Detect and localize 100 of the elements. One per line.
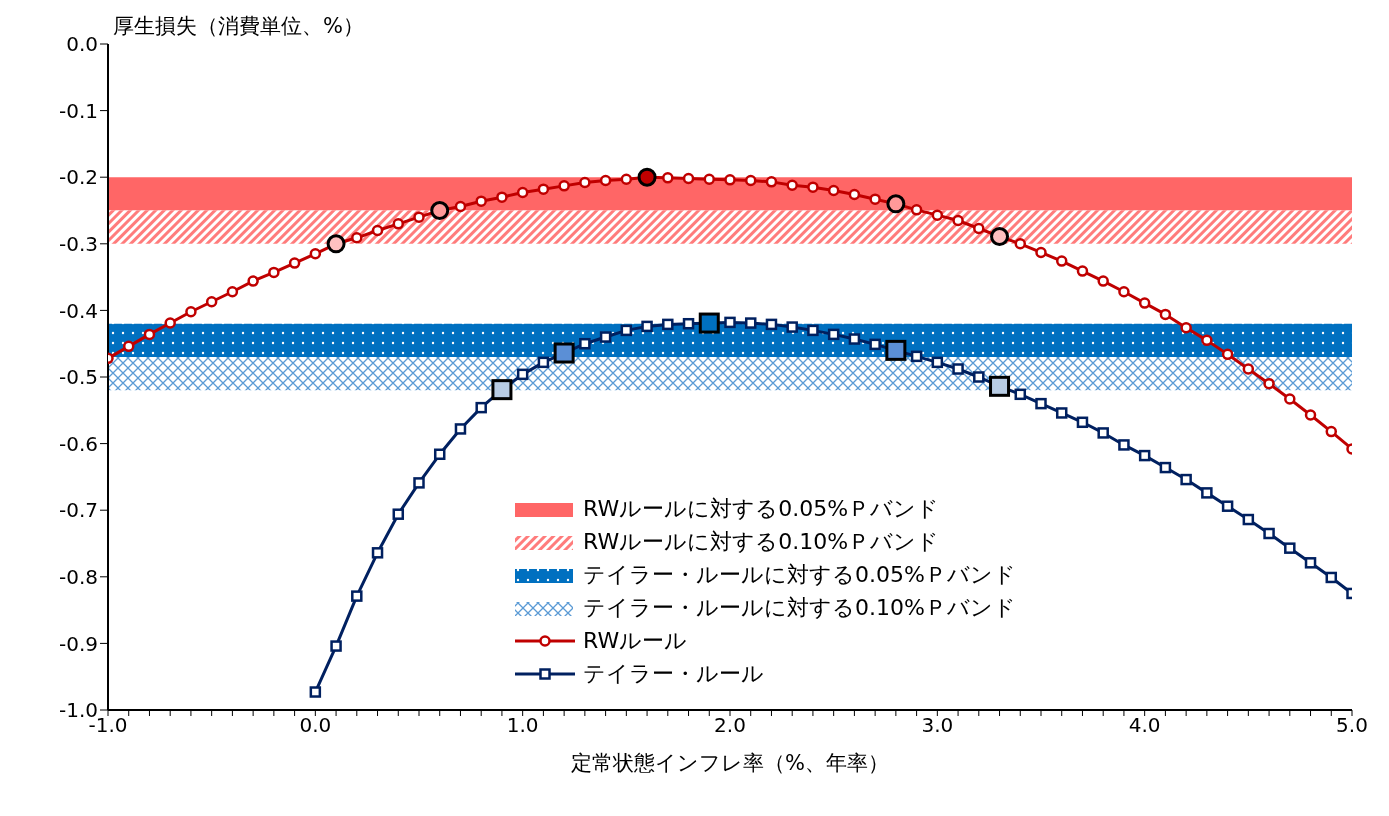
point bbox=[827, 184, 840, 197]
point bbox=[973, 371, 985, 383]
point bbox=[703, 173, 716, 185]
point bbox=[122, 340, 135, 353]
point bbox=[869, 193, 881, 205]
point bbox=[430, 201, 450, 220]
legend-label: テイラー・ルールに対する0.10%Ｐバンド bbox=[583, 593, 1016, 622]
point bbox=[1138, 297, 1151, 309]
point bbox=[1055, 407, 1068, 419]
point bbox=[1304, 557, 1317, 569]
point bbox=[1325, 571, 1338, 584]
point bbox=[558, 180, 570, 192]
x-tick-label: 4.0 bbox=[1128, 713, 1161, 738]
point bbox=[1118, 439, 1130, 451]
point bbox=[330, 640, 342, 652]
point bbox=[1035, 246, 1047, 259]
point bbox=[143, 328, 156, 341]
point bbox=[1014, 238, 1027, 250]
point bbox=[537, 356, 550, 369]
point bbox=[1180, 473, 1192, 486]
point bbox=[682, 317, 695, 330]
x-axis-title: 定常状態インフレ率（%、年率） bbox=[571, 751, 889, 775]
y-tick-label: -0.2 bbox=[58, 165, 98, 190]
point bbox=[268, 266, 280, 279]
point bbox=[516, 186, 529, 199]
legend-label: RWルール bbox=[583, 626, 688, 655]
point bbox=[1242, 363, 1255, 375]
point bbox=[786, 179, 798, 191]
point bbox=[392, 218, 405, 230]
point bbox=[662, 318, 674, 331]
point bbox=[1325, 425, 1338, 438]
point bbox=[433, 448, 446, 461]
point bbox=[537, 183, 550, 195]
y-tick-label: -0.1 bbox=[58, 98, 98, 123]
point bbox=[827, 328, 840, 341]
point bbox=[371, 224, 384, 237]
point bbox=[641, 320, 653, 333]
point bbox=[765, 176, 778, 188]
point bbox=[931, 209, 944, 221]
point bbox=[454, 200, 467, 213]
point bbox=[1055, 255, 1068, 267]
point bbox=[1284, 393, 1296, 405]
legend-label: RWルールに対する0.10%Ｐバンド bbox=[583, 527, 940, 556]
point bbox=[620, 173, 633, 185]
point bbox=[1242, 513, 1255, 526]
point bbox=[309, 248, 322, 260]
point bbox=[553, 342, 575, 364]
y-tick-label: -0.9 bbox=[58, 631, 98, 656]
point bbox=[326, 234, 346, 254]
point bbox=[724, 174, 736, 186]
point bbox=[579, 337, 591, 350]
point bbox=[637, 167, 657, 187]
y-tick-label: -0.5 bbox=[58, 365, 98, 390]
point bbox=[1263, 377, 1275, 390]
y-tick-label: -0.6 bbox=[58, 431, 98, 456]
y-tick-label: 0.0 bbox=[66, 32, 98, 57]
point bbox=[454, 423, 467, 435]
point bbox=[392, 508, 405, 520]
point bbox=[1097, 427, 1109, 439]
point bbox=[475, 401, 487, 414]
point bbox=[1159, 461, 1172, 474]
point bbox=[786, 321, 798, 333]
point bbox=[952, 214, 964, 227]
point bbox=[744, 317, 757, 329]
point bbox=[1138, 449, 1151, 462]
point bbox=[351, 590, 363, 602]
point bbox=[1118, 286, 1130, 298]
point bbox=[288, 257, 301, 269]
point bbox=[185, 305, 197, 318]
point bbox=[164, 317, 176, 329]
point bbox=[516, 368, 529, 381]
y-tick-label: -0.4 bbox=[58, 298, 98, 323]
point bbox=[496, 191, 508, 203]
point bbox=[807, 181, 819, 193]
point bbox=[247, 275, 259, 287]
point bbox=[989, 375, 1011, 397]
point bbox=[662, 172, 674, 184]
x-tick-label: 0.0 bbox=[299, 713, 332, 738]
point bbox=[351, 232, 363, 244]
point bbox=[807, 324, 819, 337]
legend-label: RWルールに対する0.05%Ｐバンド bbox=[583, 494, 940, 523]
point bbox=[869, 338, 881, 351]
x-tick-label: 3.0 bbox=[921, 713, 954, 738]
point bbox=[886, 194, 906, 214]
point bbox=[698, 312, 720, 334]
point bbox=[1201, 487, 1213, 499]
point bbox=[599, 174, 612, 187]
point bbox=[1076, 265, 1089, 277]
point bbox=[682, 172, 695, 185]
y-tick-label: -0.7 bbox=[58, 498, 98, 523]
point bbox=[226, 286, 239, 298]
point bbox=[599, 331, 612, 343]
legend-label: テイラー・ルールに対する0.05%Ｐバンド bbox=[583, 560, 1016, 589]
x-tick-label: 1.0 bbox=[506, 713, 539, 738]
point bbox=[579, 176, 591, 189]
point bbox=[952, 363, 964, 375]
x-tick-label: 2.0 bbox=[714, 713, 746, 738]
point bbox=[1304, 409, 1317, 421]
point bbox=[1221, 500, 1234, 512]
point bbox=[1263, 527, 1275, 540]
